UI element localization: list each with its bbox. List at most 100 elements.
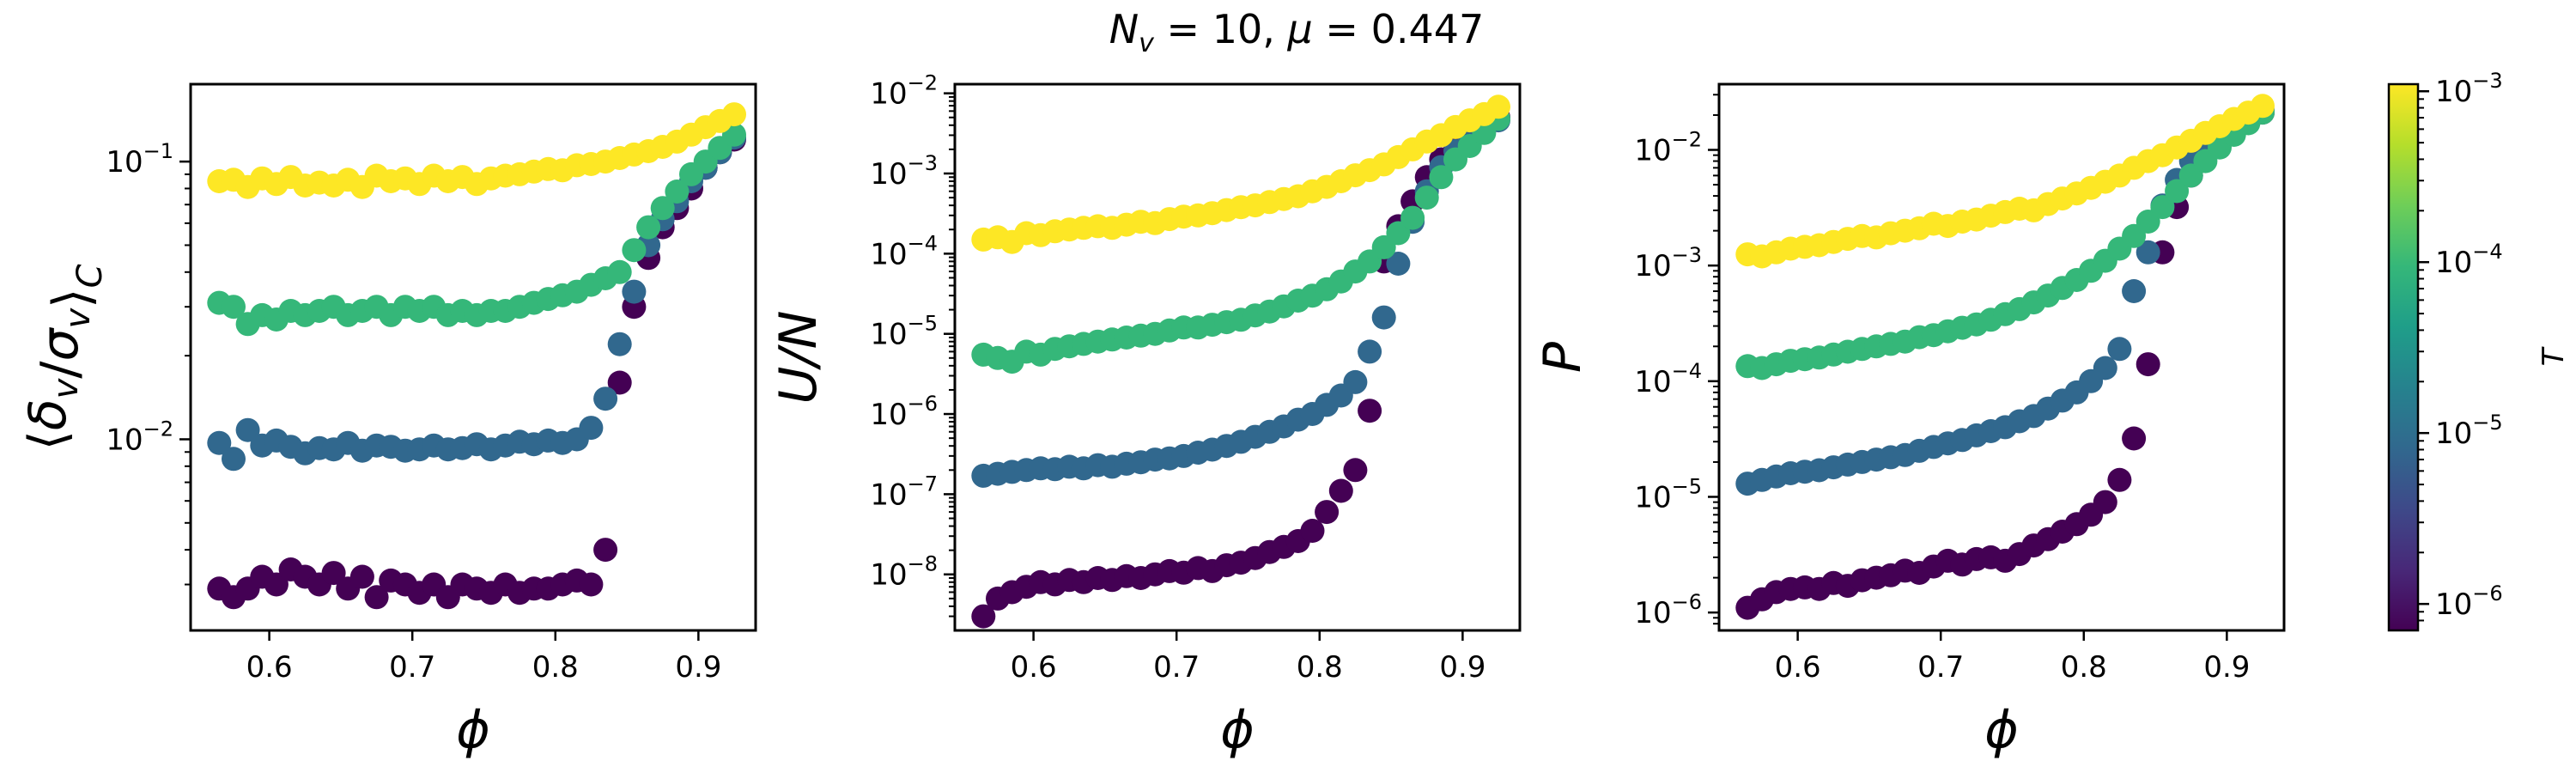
panel-delta-sigma: 0.6 0.7 0.8 0.9 ϕ 10−2 10−1 ⟨δv/σv⟩C xyxy=(18,82,757,760)
colorbar-tick-label: 10−5 xyxy=(2435,411,2503,451)
y-tick-label: 10−7 xyxy=(870,472,938,512)
data-point xyxy=(579,416,604,441)
panel-energy: 0.6 0.7 0.8 0.9ϕ10−810−710−610−510−410−310−… xyxy=(769,71,1522,760)
data-point xyxy=(971,604,996,629)
axes-frame xyxy=(1717,82,2286,632)
data-point xyxy=(2136,240,2160,265)
x-tick-label: 0.6 xyxy=(1775,650,1821,685)
data-point xyxy=(579,572,604,597)
data-point xyxy=(722,102,746,127)
data-point xyxy=(593,538,618,563)
x-axis-label: ϕ xyxy=(456,700,490,760)
series-T-0 xyxy=(1735,100,2275,620)
y-axis-label: P xyxy=(1533,341,1593,373)
data-point xyxy=(2150,195,2175,220)
series-T-1 xyxy=(1735,98,2275,496)
data-point xyxy=(1358,399,1382,423)
x-tick-label: 0.7 xyxy=(1917,650,1964,685)
data-point xyxy=(264,572,289,597)
data-point xyxy=(235,417,260,442)
data-point xyxy=(650,196,675,221)
x-tick-label: 0.6 xyxy=(1011,650,1057,685)
x-axis: 0.6 0.7 0.8 0.9 ϕ xyxy=(1011,630,1485,760)
data-point xyxy=(1328,478,1353,503)
x-tick-label: 0.9 xyxy=(2203,650,2250,685)
y-axis-label-text: ⟨δv/σv⟩C xyxy=(18,264,110,450)
suptitle-text: Nv = 10, μ = 0.447 xyxy=(1109,6,1485,58)
series-T-3 xyxy=(1735,94,2275,269)
data-point xyxy=(1386,221,1411,246)
x-axis: 0.6 0.7 0.8 0.9 ϕ xyxy=(246,630,721,760)
data-point xyxy=(1386,252,1411,276)
data-point xyxy=(2093,490,2117,514)
y-tick-label: 10−5 xyxy=(870,312,938,352)
x-tick-label: 0.8 xyxy=(532,650,579,685)
panel-pressure: 0.6 0.7 0.8 0.9 ϕ 10−6 10−5 10−4 10−3 10−2 P xyxy=(1533,82,2286,760)
series-T-2 xyxy=(207,122,746,337)
y-axis: 10−2 10−1 ⟨δv/σv⟩C xyxy=(18,139,191,586)
data-point xyxy=(1343,369,1368,394)
y-tick-label: 10−2 xyxy=(106,417,173,457)
data-point xyxy=(2107,467,2132,492)
data-point xyxy=(1486,94,1510,119)
data-point xyxy=(222,295,246,320)
data-point xyxy=(607,332,632,356)
data-point xyxy=(2165,179,2190,204)
y-tick-label: 10−2 xyxy=(870,71,938,112)
y-tick-label: 10−4 xyxy=(870,231,938,271)
axes-frame xyxy=(189,82,757,632)
y-tick-label: 10−1 xyxy=(106,139,173,180)
y-axis-label-text: P xyxy=(1533,341,1593,373)
data-point xyxy=(607,370,632,395)
y-axis: 10−6 10−5 10−4 10−3 10−2 P xyxy=(1533,94,1719,630)
x-tick-label: 0.7 xyxy=(1153,650,1200,685)
figure-title: Nv = 10, μ = 0.447 xyxy=(1109,6,1485,58)
data-point xyxy=(207,430,232,455)
colorbar-tick-label: 10−3 xyxy=(2435,69,2503,109)
data-point xyxy=(636,215,661,240)
y-tick-label: 10−3 xyxy=(870,151,938,192)
data-points xyxy=(971,94,1510,629)
data-point xyxy=(364,585,389,610)
data-point xyxy=(2122,426,2147,451)
data-points xyxy=(1735,94,2275,620)
data-point xyxy=(2107,337,2132,362)
series-T-3 xyxy=(971,94,1510,254)
y-tick-label: 10−5 xyxy=(1634,474,1702,514)
colorbar-tick-label: 10−4 xyxy=(2435,240,2503,280)
data-point xyxy=(2122,279,2147,303)
data-point xyxy=(1300,519,1325,543)
y-axis: 10−8 10−7 10−6 10−5 10−4 10−3 10−2 U/N xyxy=(769,71,955,618)
data-point xyxy=(349,564,374,589)
data-point xyxy=(665,180,690,204)
y-axis-label: ⟨δv/σv⟩C xyxy=(18,264,110,450)
y-tick-label: 10−3 xyxy=(1634,243,1702,283)
data-point xyxy=(1414,186,1439,210)
y-tick-label: 10−6 xyxy=(870,392,938,432)
series-T-2 xyxy=(971,107,1510,374)
data-point xyxy=(1429,165,1454,190)
data-point xyxy=(1358,339,1382,364)
y-axis-label-text: U/N xyxy=(769,310,829,404)
colorbar-tick-label: 10−6 xyxy=(2435,581,2503,622)
y-tick-label: 10−2 xyxy=(1634,128,1702,168)
y-tick-label: 10−4 xyxy=(1634,359,1702,399)
x-tick-label: 0.8 xyxy=(2061,650,2107,685)
x-axis-label: ϕ xyxy=(1984,700,2019,760)
y-tick-label: 10−8 xyxy=(870,552,938,593)
x-tick-label: 0.9 xyxy=(675,650,721,685)
data-point xyxy=(622,238,647,263)
data-point xyxy=(2136,352,2160,377)
data-point xyxy=(607,259,632,284)
series-T-1 xyxy=(971,108,1510,488)
x-tick-label: 0.8 xyxy=(1297,650,1343,685)
data-point xyxy=(321,561,346,586)
colorbar-fill xyxy=(2389,84,2418,630)
x-tick-label: 0.9 xyxy=(1439,650,1485,685)
data-point xyxy=(1400,205,1425,230)
y-tick-label: 10−6 xyxy=(1634,590,1702,630)
series-T-2 xyxy=(1735,100,2275,380)
series-T-3 xyxy=(207,102,746,199)
x-axis: 0.6 0.7 0.8 0.9 ϕ xyxy=(1775,630,2250,760)
